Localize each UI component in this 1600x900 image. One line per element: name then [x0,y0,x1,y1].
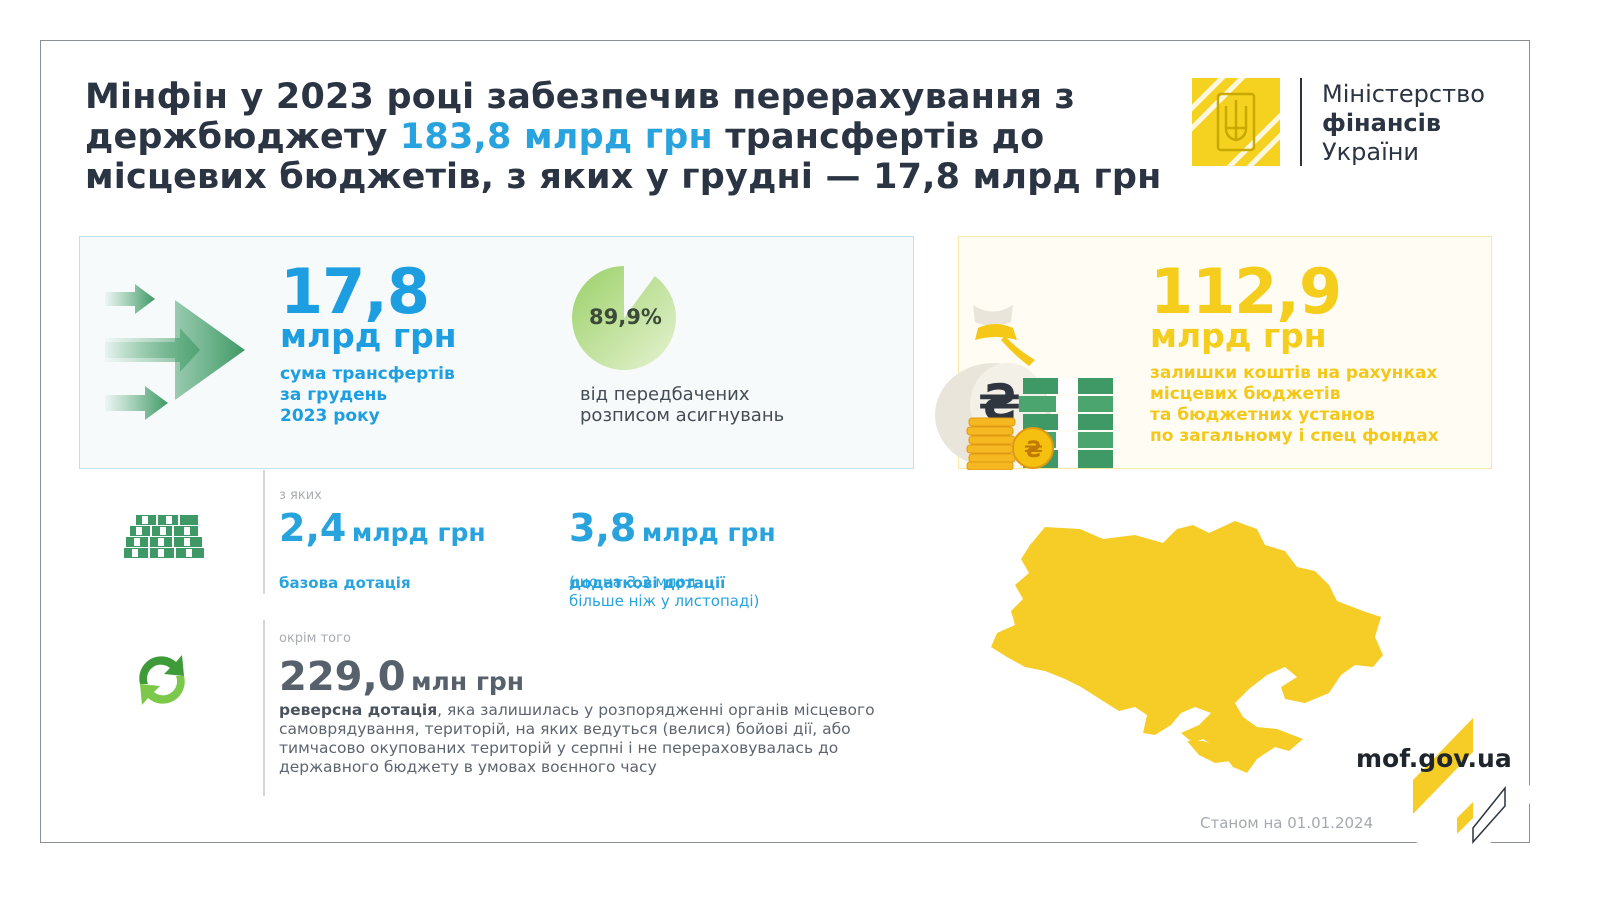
ministry-line-3: України [1322,138,1420,166]
additional-subsidy-label: додаткові дотації [569,574,726,592]
december-unit: млрд грн [280,316,457,355]
trident-logo-icon [1192,78,1280,166]
reverse-subsidy-value: 229,0 [279,654,406,700]
reverse-subsidy-label: реверсна дотація [279,701,438,719]
base-subsidy-amount: 2,4 млрд грн [279,506,486,550]
ministry-line-2: фінансів [1322,109,1442,137]
balances-description: залишки коштів на рахунках місцевих бюдж… [1150,363,1439,446]
website-link[interactable]: mof.gov.ua [1356,744,1512,773]
ministry-line-1: Міністерство [1322,80,1485,108]
title-part-1: Мінфін у 2023 році забезпечив перерахува… [85,77,1076,157]
divider-line [263,470,265,594]
title-highlight: 183,8 млрд грн [399,117,713,157]
reverse-subsidy-text: , яка залишилась у розпорядженні органів… [279,701,875,776]
as-of-date: Станом на 01.01.2024 [1200,814,1374,832]
balances-unit: млрд грн [1150,316,1327,355]
svg-text:₴: ₴ [1024,438,1043,463]
divider-line [263,620,265,796]
reverse-subsidy-amount: 229,0 млн грн [279,654,524,700]
additional-subsidy-value: 3,8 [569,506,637,550]
base-subsidy-unit: млрд грн [351,518,486,547]
december-amount: 17,8 [280,255,430,328]
besides-label: окрім того [279,631,351,646]
banknote-stack-icon [124,515,204,558]
ukraine-map-icon [991,521,1383,773]
share-percent-label: 89,9% [589,305,662,329]
pie-slice-share [572,266,676,370]
additional-subsidy-note: (що на 3,3 млрд більше ніж у листопаді) [569,573,760,610]
title-part-2: трансфертів до місцевих бюджетів, з яких… [85,117,1162,197]
additional-subsidy-unit: млрд грн [641,518,776,547]
share-description: від передбачених розписом асигнувань [580,384,785,426]
base-subsidy-label: базова дотація [279,574,411,592]
share-pie-chart [572,266,676,370]
recycle-arrows-icon [139,655,185,705]
page-title: Мінфін у 2023 році забезпечив перерахува… [85,77,1205,197]
reverse-subsidy-unit: млн грн [411,667,525,696]
green-arrows-icon [105,284,245,420]
december-description: сума трансфертів за грудень 2023 року [280,364,455,426]
money-bag-icon: ₴ ₴ [935,305,1113,470]
ministry-name: Міністерство фінансів України [1322,80,1485,167]
additional-subsidy-amount: 3,8 млрд грн [569,506,776,550]
reverse-subsidy-description: реверсна дотація, яка залишилась у розпо… [279,701,939,777]
decorative-corner-stripes [1413,718,1506,844]
base-subsidy-value: 2,4 [279,506,347,550]
base-subsidy-description: базова дотація [279,555,411,593]
of-which-label: з яких [279,488,322,503]
additional-subsidy-description: додаткові дотації [569,555,725,593]
logo-divider [1300,78,1302,166]
balances-amount: 112,9 [1150,255,1342,328]
